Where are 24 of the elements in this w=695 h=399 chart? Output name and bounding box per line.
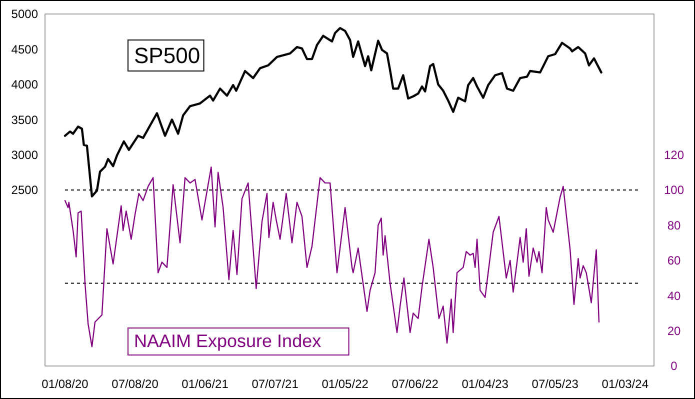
x-tick-label: 07/06/22	[392, 377, 439, 391]
x-tick-label: 01/06/21	[182, 377, 229, 391]
y2-tick-label: 0	[670, 359, 678, 374]
series-label: SP500	[134, 43, 200, 68]
y-tick-label: 4500	[11, 42, 38, 56]
series-label: NAAIM Exposure Index	[134, 331, 322, 351]
x-tick-label: 01/04/23	[462, 377, 509, 391]
y2-tick-label: 120	[664, 148, 684, 162]
y-tick-label: 4000	[11, 78, 38, 92]
y2-tick-label: 20	[667, 324, 681, 338]
y-tick-label: 3000	[11, 148, 38, 162]
x-tick-label: 07/07/21	[252, 377, 299, 391]
y-tick-label: 5000	[11, 7, 38, 22]
x-tick-label: 01/05/22	[322, 377, 369, 391]
y-tick-label: 2500	[11, 183, 38, 198]
y2-tick-label: 100	[664, 183, 684, 198]
y2-tick-label: 60	[667, 254, 681, 268]
y2-tick-label: 80	[667, 218, 681, 232]
x-tick-label: 01/08/20	[42, 377, 89, 391]
y2-tick-label: 40	[667, 288, 681, 303]
x-tick-label: 07/05/23	[532, 377, 579, 391]
y-tick-label: 3500	[11, 112, 38, 127]
x-tick-label: 07/08/20	[112, 377, 159, 391]
x-tick-label: 01/03/24	[602, 377, 649, 391]
